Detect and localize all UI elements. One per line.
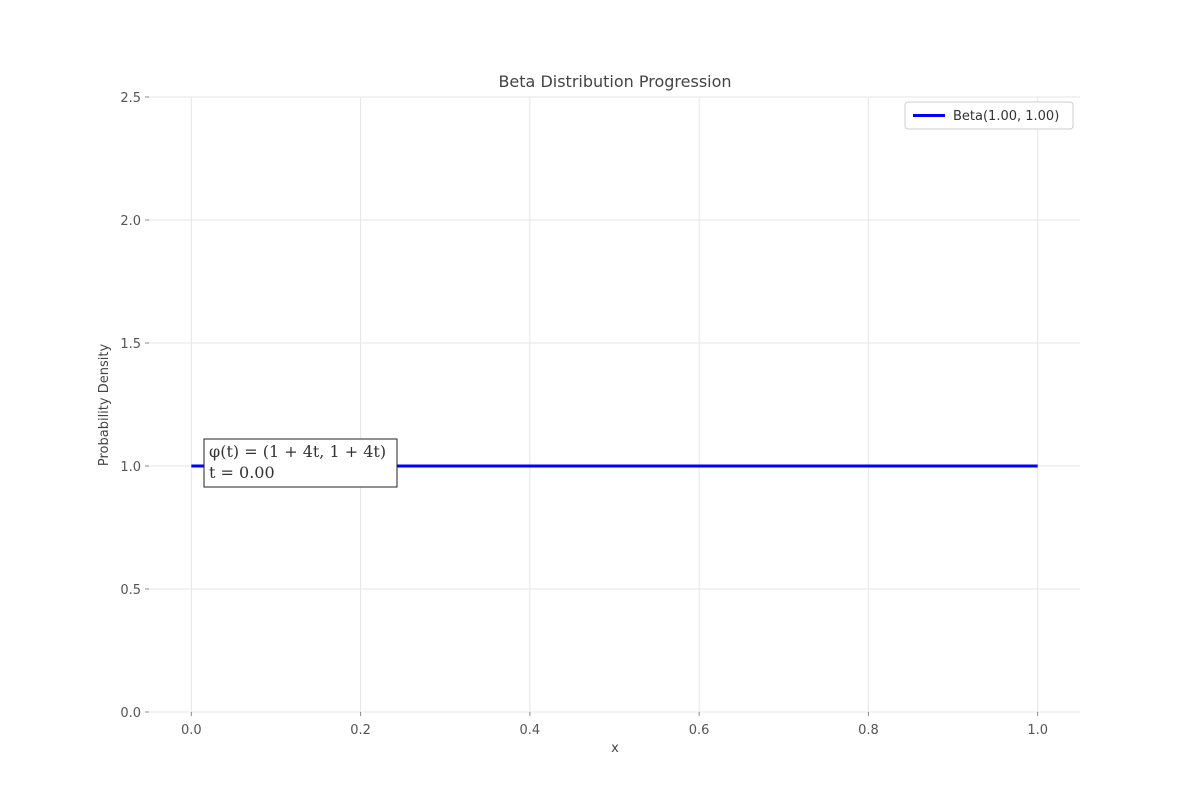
legend-label: Beta(1.00, 1.00) xyxy=(953,109,1059,124)
x-tick-label: 1.0 xyxy=(1027,723,1048,738)
y-tick-label: 0.0 xyxy=(120,706,141,721)
x-tick-label: 0.8 xyxy=(858,723,879,738)
x-tick-label: 0.4 xyxy=(520,723,541,738)
y-tick-label: 2.5 xyxy=(120,91,141,106)
y-tick-label: 2.0 xyxy=(120,214,141,229)
annotation-line-2: t = 0.00 xyxy=(209,463,275,482)
x-axis-label: x xyxy=(611,741,619,756)
x-tick-label: 0.6 xyxy=(689,723,710,738)
legend: Beta(1.00, 1.00) xyxy=(904,101,1074,130)
y-tick-label: 1.0 xyxy=(120,460,141,475)
annotation-line-1: φ(t) = (1 + 4t, 1 + 4t) xyxy=(209,442,386,461)
axis-ticks: 0.0 0.2 0.4 0.6 0.8 1.0 0.0 0.5 1.0 1.5 2.0 2.5 xyxy=(120,91,1048,738)
grid xyxy=(149,96,1080,713)
x-tick-label: 0.0 xyxy=(181,723,202,738)
y-axis-label: Probability Density xyxy=(97,344,112,467)
y-tick-label: 0.5 xyxy=(120,583,141,598)
chart-title: Beta Distribution Progression xyxy=(498,72,731,91)
annotation-box: φ(t) = (1 + 4t, 1 + 4t) t = 0.00 xyxy=(203,438,398,488)
x-tick-label: 0.2 xyxy=(350,723,371,738)
y-tick-label: 1.5 xyxy=(120,337,141,352)
